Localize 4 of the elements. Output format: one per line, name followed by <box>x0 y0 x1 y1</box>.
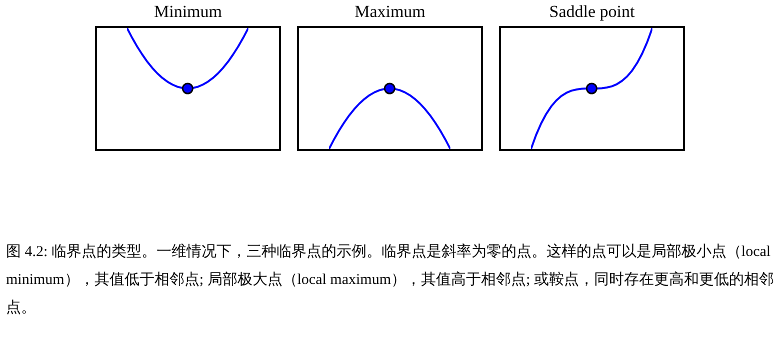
caption: 图 4.2: 临界点的类型。一维情况下，三种临界点的示例。临界点是斜率为零的点。这样的点可以是局部极小点（local minimum），其值低于相邻点; 局部极大点（local maximum），其值高于相邻点; 或鞍点，同时存在更高和更低的相邻点。 <box>6 242 775 318</box>
chart-title: Minimum <box>152 1 223 23</box>
chart-title: Maximum <box>354 1 426 23</box>
chart-title: Saddle point <box>548 1 636 23</box>
